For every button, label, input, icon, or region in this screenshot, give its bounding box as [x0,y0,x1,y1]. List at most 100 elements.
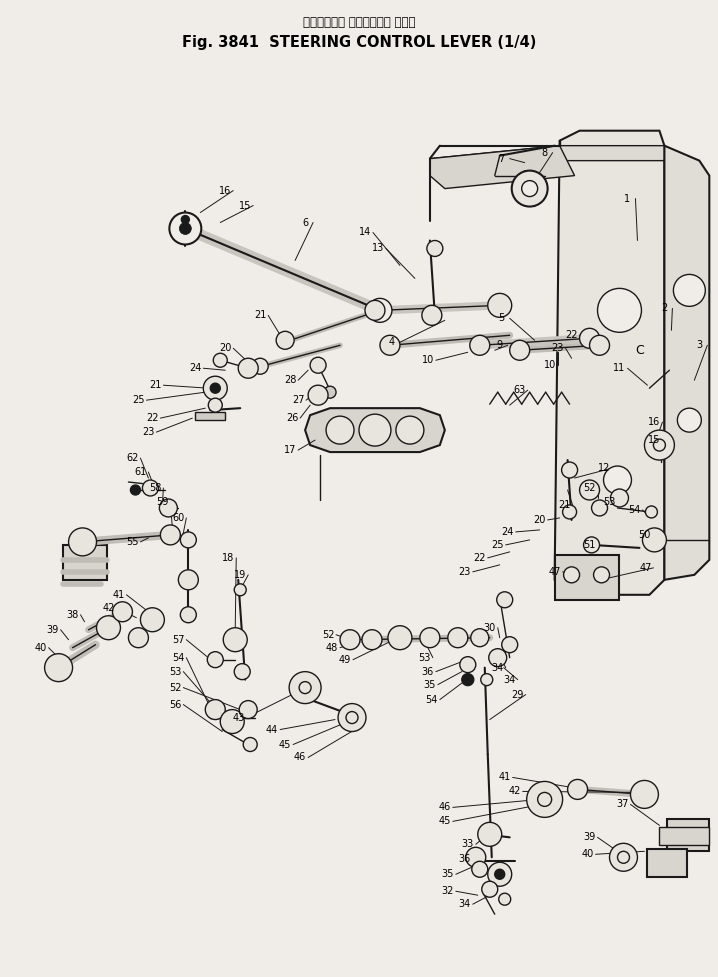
Circle shape [180,531,196,548]
Circle shape [68,528,96,556]
Text: 41: 41 [112,590,125,600]
Polygon shape [554,131,664,595]
Text: 23: 23 [459,567,471,576]
Text: 39: 39 [47,624,59,635]
Circle shape [234,663,250,680]
Text: 51: 51 [583,540,596,550]
Text: 52: 52 [322,630,335,640]
Circle shape [180,607,196,622]
Circle shape [362,630,382,650]
Circle shape [420,628,440,648]
Polygon shape [305,408,445,452]
Circle shape [160,525,180,545]
Text: 4: 4 [389,337,395,347]
Circle shape [502,637,518,653]
Text: 40: 40 [34,643,47,653]
Text: 2: 2 [661,303,668,314]
Circle shape [169,213,201,244]
Text: 32: 32 [442,886,454,896]
Polygon shape [430,146,664,176]
Text: 18: 18 [222,553,234,563]
Circle shape [223,628,247,652]
Text: 47: 47 [549,567,561,576]
Circle shape [561,462,577,478]
Circle shape [129,628,149,648]
Text: 20: 20 [533,515,546,525]
Circle shape [180,223,191,234]
Circle shape [610,843,638,871]
Circle shape [673,275,705,307]
Text: 6: 6 [302,218,308,228]
Circle shape [462,673,474,686]
Text: 46: 46 [439,802,451,813]
Text: 17: 17 [284,446,297,455]
Text: 15: 15 [239,200,251,211]
Circle shape [481,673,493,686]
Circle shape [96,616,121,640]
Circle shape [422,306,442,325]
Text: 43: 43 [232,712,244,723]
Circle shape [477,823,502,846]
Circle shape [495,870,505,879]
Text: 49: 49 [339,655,351,664]
Polygon shape [554,555,620,600]
Circle shape [584,537,600,553]
Circle shape [45,654,73,682]
Text: 53: 53 [419,653,431,662]
Text: 58: 58 [149,483,162,493]
Text: 14: 14 [359,228,371,237]
Circle shape [499,893,510,906]
Text: 11: 11 [613,363,625,373]
Text: 36: 36 [421,666,434,677]
Circle shape [630,781,658,808]
Polygon shape [430,146,574,189]
Text: 25: 25 [132,395,145,405]
Text: 7: 7 [498,153,505,163]
Circle shape [359,414,391,446]
Text: 29: 29 [511,690,524,700]
Circle shape [527,782,563,818]
Text: 25: 25 [492,540,504,550]
Circle shape [645,430,674,460]
Circle shape [470,335,490,356]
Bar [648,849,687,877]
Text: 16: 16 [648,417,661,427]
Circle shape [141,608,164,632]
Circle shape [677,408,701,432]
Text: 50: 50 [638,530,651,540]
Text: 22: 22 [473,553,486,563]
Circle shape [427,240,443,256]
Circle shape [368,298,392,322]
Circle shape [388,625,412,650]
Text: 21: 21 [149,380,162,390]
Circle shape [597,288,641,332]
Circle shape [482,881,498,897]
Circle shape [182,216,190,224]
Text: 35: 35 [424,680,436,690]
Text: 54: 54 [172,653,185,662]
Circle shape [579,480,600,500]
Text: 35: 35 [442,870,454,879]
Circle shape [159,499,177,517]
Text: 12: 12 [598,463,611,473]
Circle shape [589,335,610,356]
Text: 22: 22 [565,330,578,340]
Circle shape [208,399,223,412]
Text: 54: 54 [628,505,640,515]
Circle shape [239,701,257,718]
Circle shape [522,181,538,196]
Text: 41: 41 [498,773,510,783]
Text: 38: 38 [67,610,79,619]
Text: 23: 23 [142,427,154,437]
Circle shape [643,528,666,552]
Circle shape [512,171,548,206]
Bar [195,412,225,420]
Text: 45: 45 [279,740,292,749]
Text: 5: 5 [498,314,505,323]
Text: 45: 45 [439,817,451,827]
Text: 42: 42 [508,786,521,796]
Text: 37: 37 [616,799,629,809]
Circle shape [460,657,476,672]
Text: 60: 60 [172,513,185,523]
Text: 21: 21 [254,311,266,320]
